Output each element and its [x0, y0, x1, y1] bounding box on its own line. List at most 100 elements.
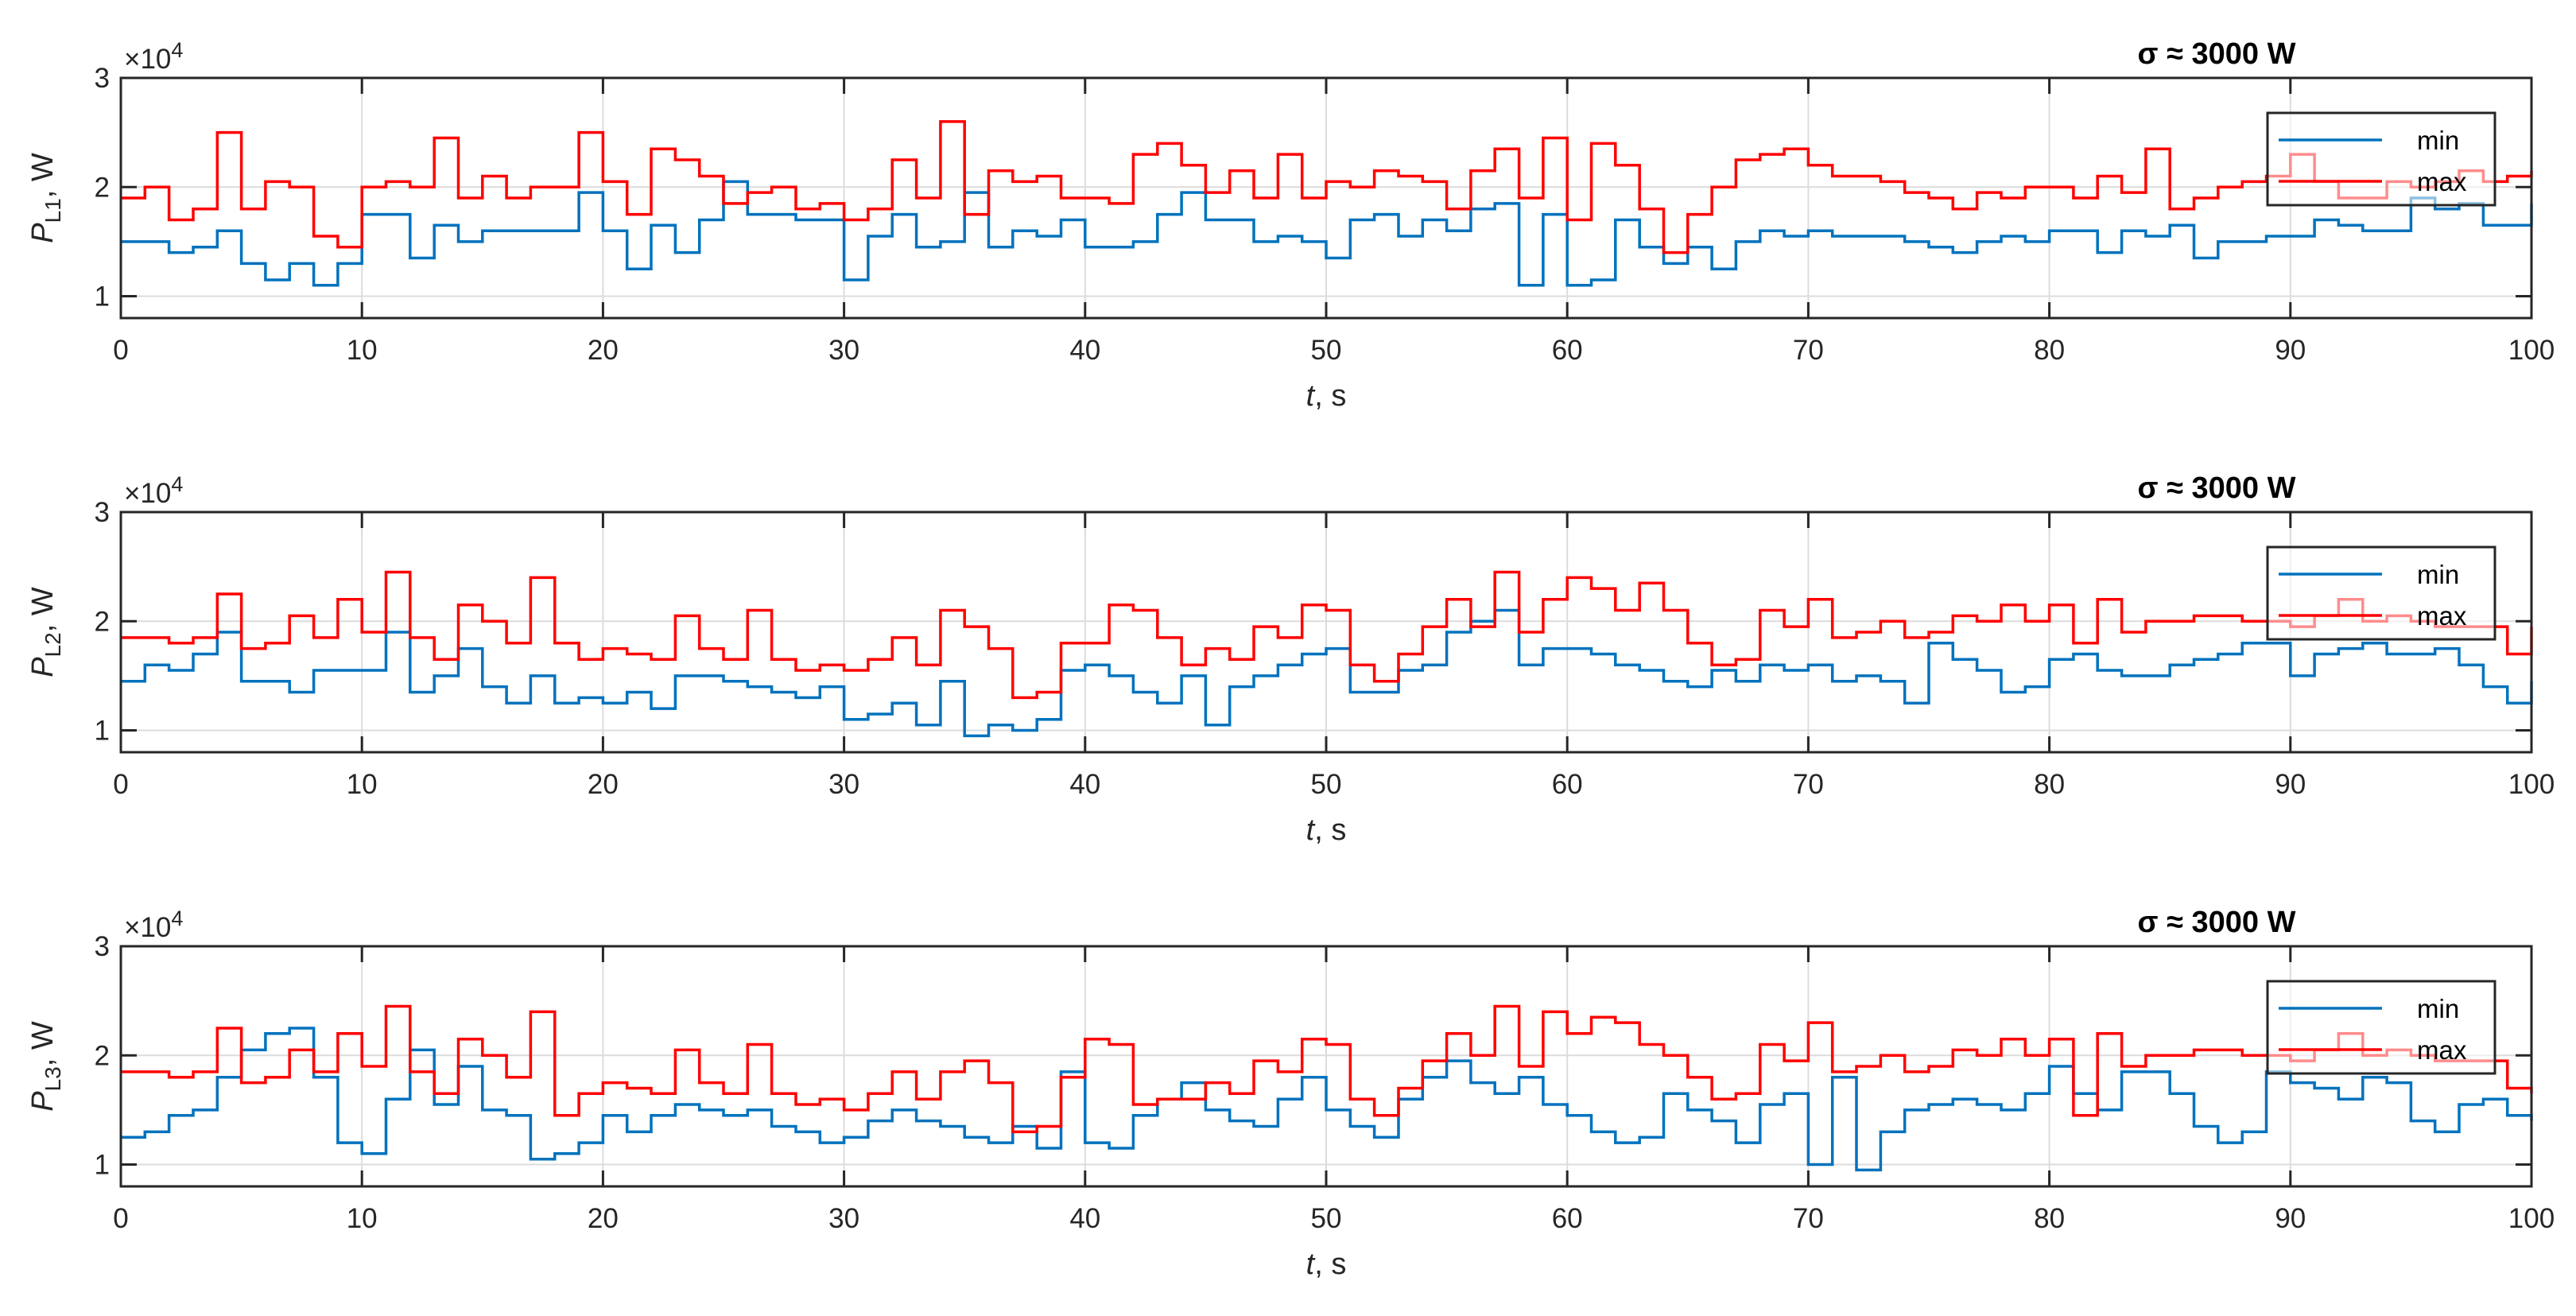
x-tick-label: 20 [588, 1203, 619, 1234]
x-tick-label: 90 [2275, 769, 2306, 800]
x-tick-label: 100 [2508, 1203, 2555, 1234]
legend-label-max: max [2417, 601, 2467, 631]
x-tick-label: 70 [1793, 1203, 1824, 1234]
subplot-1: 0 10 20 30 40 50 60 70 80 90 100 1 2 3 ×104 σ ≈ 3000 W t… [26, 37, 2555, 413]
y-exponent-label: ×104 [124, 38, 183, 75]
y-exponent-label: ×104 [124, 906, 183, 943]
x-tick-label: 30 [828, 335, 859, 366]
y-axis-sub: L1 [41, 198, 65, 223]
y-axis-var: P [26, 223, 60, 243]
y-exponent-base: ×10 [124, 478, 171, 509]
x-tick-label: 0 [113, 335, 128, 366]
y-exponent-base: ×10 [124, 44, 171, 75]
y-axis-unit: , W [26, 153, 60, 198]
y-axis-unit: , W [26, 587, 60, 632]
y-tick-label: 3 [95, 497, 110, 528]
x-tick-label: 100 [2508, 335, 2555, 366]
y-tick-label: 1 [95, 716, 110, 747]
x-tick-label: 50 [1311, 1203, 1342, 1234]
y-tick-label: 2 [95, 606, 110, 637]
series-line-max [121, 570, 2533, 700]
subplot-title: σ ≈ 3000 W [2138, 472, 2296, 505]
x-tick-label: 50 [1311, 335, 1342, 366]
y-axis-var: P [26, 1091, 60, 1112]
x-tick-label: 80 [2034, 335, 2065, 366]
legend: min max [2266, 980, 2496, 1075]
y-tick-label: 1 [95, 281, 110, 313]
x-tick-label: 10 [347, 335, 378, 366]
y-axis-unit: , W [26, 1021, 60, 1066]
series-group [121, 1004, 2533, 1172]
legend-label-min: min [2417, 994, 2459, 1023]
legend: min max [2266, 545, 2496, 641]
legend-label-min: min [2417, 560, 2459, 589]
x-tick-label: 50 [1311, 769, 1342, 800]
x-tick-label: 10 [347, 1203, 378, 1234]
subplot-2: 0 10 20 30 40 50 60 70 80 90 100 1 2 3 ×104 σ ≈ 3000 W t… [26, 472, 2555, 847]
x-tick-label: 60 [1552, 335, 1583, 366]
x-tick-label: 0 [113, 769, 128, 800]
y-exponent-power: 4 [171, 38, 183, 62]
x-tick-label: 80 [2034, 1203, 2065, 1234]
y-exponent-power: 4 [171, 472, 183, 496]
x-tick-label: 60 [1552, 1203, 1583, 1234]
x-axis-unit: , s [1314, 1248, 1346, 1281]
x-tick-label: 90 [2275, 335, 2306, 366]
x-tick-label: 30 [828, 1203, 859, 1234]
x-tick-label: 20 [588, 769, 619, 800]
x-tick-label: 70 [1793, 769, 1824, 800]
x-tick-label: 20 [588, 335, 619, 366]
x-tick-label: 100 [2508, 769, 2555, 800]
y-axis-label: PL1, W [26, 153, 65, 243]
series-line-min [121, 1027, 2533, 1172]
legend-box [2266, 545, 2496, 641]
legend-label-max: max [2417, 1035, 2467, 1065]
y-tick-label: 3 [95, 63, 110, 94]
subplot-title: σ ≈ 3000 W [2138, 37, 2296, 71]
x-tick-label: 30 [828, 769, 859, 800]
y-axis-var: P [26, 657, 60, 677]
legend: min max [2266, 111, 2496, 207]
subplot-title: σ ≈ 3000 W [2138, 906, 2296, 939]
y-exponent-base: ×10 [124, 912, 171, 943]
y-tick-label: 2 [95, 172, 110, 203]
x-axis-var: t [1306, 1248, 1316, 1281]
x-axis-label: t, s [1306, 813, 1347, 847]
y-axis-label: PL3, W [26, 1021, 65, 1112]
series-group [121, 570, 2533, 738]
y-axis-sub: L3 [41, 1066, 65, 1091]
x-axis-label: t, s [1306, 1248, 1347, 1281]
legend-box [2266, 980, 2496, 1075]
x-tick-label: 40 [1069, 769, 1100, 800]
legend-label-max: max [2417, 167, 2467, 196]
x-axis-var: t [1306, 813, 1316, 847]
x-tick-label: 70 [1793, 335, 1824, 366]
y-tick-label: 3 [95, 931, 110, 962]
x-tick-label: 40 [1069, 1203, 1100, 1234]
x-axis-unit: , s [1314, 813, 1346, 847]
legend-box [2266, 111, 2496, 207]
y-exponent-label: ×104 [124, 472, 183, 509]
x-axis-unit: , s [1314, 379, 1346, 413]
series-line-max [121, 1004, 2533, 1134]
x-tick-label: 10 [347, 769, 378, 800]
series-line-min [121, 180, 2533, 287]
series-group [121, 120, 2533, 287]
x-tick-label: 80 [2034, 769, 2065, 800]
series-line-min [121, 608, 2533, 738]
x-axis-label: t, s [1306, 379, 1347, 413]
legend-label-min: min [2417, 126, 2459, 155]
x-axis-var: t [1306, 379, 1316, 413]
x-tick-label: 60 [1552, 769, 1583, 800]
x-tick-label: 90 [2275, 1203, 2306, 1234]
y-exponent-power: 4 [171, 906, 183, 930]
y-axis-label: PL2, W [26, 587, 65, 677]
y-tick-label: 1 [95, 1150, 110, 1181]
x-tick-label: 40 [1069, 335, 1100, 366]
series-line-max [121, 120, 2533, 254]
x-tick-label: 0 [113, 1203, 128, 1234]
subplot-3: 0 10 20 30 40 50 60 70 80 90 100 1 2 3 ×104 σ ≈ 3000 W t… [26, 906, 2555, 1281]
y-axis-sub: L2 [41, 632, 65, 657]
y-tick-label: 2 [95, 1040, 110, 1071]
